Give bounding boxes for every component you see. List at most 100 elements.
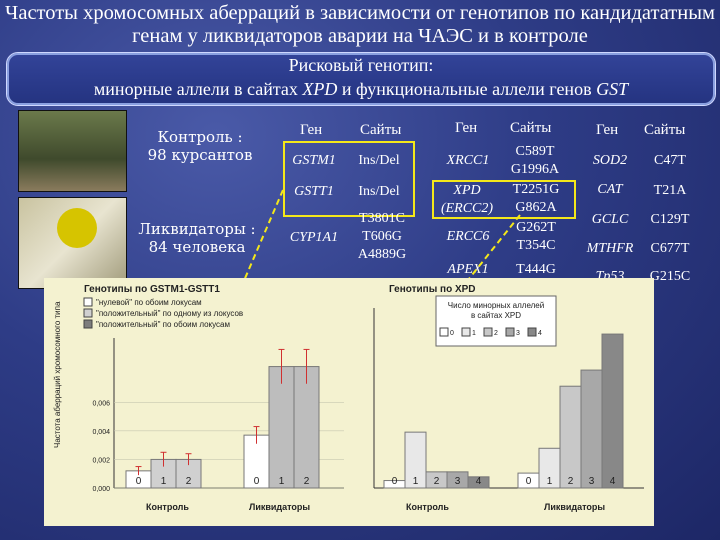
table1-gene: CYP1A1 <box>289 230 339 245</box>
legend-box <box>435 295 557 347</box>
table3-sites: C129T <box>650 212 690 227</box>
legend-label: "положительный" по обоим локусам <box>96 320 230 329</box>
y-tick-label: 0,000 <box>92 486 110 493</box>
chart1-ylabel: Частота аберраций хромосомного типа <box>53 301 62 448</box>
table1-gene: GSTT1 <box>294 184 334 199</box>
chart2-group-control: Контроль <box>406 502 449 512</box>
bar <box>293 366 320 489</box>
table2-sites-header: Сайты <box>510 120 552 136</box>
table3-gene: MTHFR <box>586 241 634 256</box>
gst-arrow <box>239 189 284 291</box>
liquidators-group-label: Ликвидаторы : 84 человека <box>138 220 256 256</box>
bar-category-label: 3 <box>589 476 595 487</box>
radiation-symbol-icon <box>57 208 97 248</box>
chart1-group-liquidators: Ликвидаторы <box>249 502 310 512</box>
liquidator-photo <box>18 197 127 289</box>
table1-sites: Ins/Del <box>358 184 400 199</box>
table3-gene-header: Ген <box>596 122 619 138</box>
y-tick-label: 0,006 <box>92 400 110 407</box>
legend-swatch <box>505 327 515 337</box>
legend-label: "нулевой" по обоим локусам <box>96 298 202 307</box>
legend-swatch <box>483 327 493 337</box>
bar <box>268 366 295 489</box>
bar <box>404 431 427 489</box>
control-group-label: Контроль : 98 курсантов <box>147 128 253 164</box>
chart2-group-liquidators: Ликвидаторы <box>544 502 605 512</box>
gst-highlight-box <box>283 141 415 217</box>
bar-category-label: 2 <box>568 476 574 487</box>
chart2-plot: 0 1 2 3 4 0 1 2 3 4 <box>373 308 644 489</box>
table3-sites: C677T <box>650 241 690 256</box>
table1-gene: GSTM1 <box>292 153 336 168</box>
risk-genotype-banner: Рисковый генотип: минорные аллели в сайт… <box>6 52 716 106</box>
legend-label: "положительный" по одному из локусов <box>96 309 243 318</box>
table2-sites: G262T T354C <box>516 220 556 253</box>
bar-category-label: 4 <box>610 476 616 487</box>
bar-category-label: 0 <box>254 476 260 487</box>
y-tick-label: 0,002 <box>92 457 110 464</box>
table1-sites-header: Сайты <box>360 122 402 138</box>
bar-category-label: 4 <box>476 476 482 487</box>
legend-title: в сайтах XPD <box>471 311 521 320</box>
legend-swatch <box>83 319 93 329</box>
table3-sites-header: Сайты <box>644 122 686 138</box>
table1-sites: Ins/Del <box>358 153 400 168</box>
legend-swatch <box>461 327 471 337</box>
bar-category-label: 2 <box>186 476 192 487</box>
legend-swatch <box>439 327 449 337</box>
bar <box>580 369 603 489</box>
legend-label: 0 <box>450 330 454 337</box>
bar <box>467 476 490 489</box>
chart2-title: Генотипы по XPD <box>389 284 476 295</box>
table2-gene: XRCC1 <box>446 153 490 168</box>
chart1-group-control: Контроль <box>146 502 189 512</box>
bar-category-label: 2 <box>304 476 310 487</box>
chart1-plot: 0,000 0,002 0,004 0,006 0 1 2 0 1 2 <box>92 338 344 493</box>
bar <box>559 385 582 489</box>
banner-line1: Рисковый генотип: <box>288 55 434 75</box>
legend-swatch <box>83 308 93 318</box>
banner-line2: минорные аллели в сайтах XPD и функциона… <box>93 79 629 99</box>
legend-title: Число минорных аллелей <box>448 301 544 310</box>
bar-category-label: 0 <box>136 476 142 487</box>
page-title: Частоты хромосомных аберраций в зависимо… <box>5 2 715 47</box>
charts-panel: Генотипы по GSTM1-GSTT1 Генотипы по XPD … <box>44 278 654 526</box>
bar-category-label: 0 <box>392 476 398 487</box>
legend-swatch <box>83 297 93 307</box>
table3-gene: SOD2 <box>592 153 628 168</box>
chart1-legend: "нулевой" по обоим локусам "положительный… <box>83 297 243 329</box>
table3-gene: CAT <box>597 182 623 197</box>
bar-category-label: 1 <box>279 476 285 487</box>
table1-gene-header: Ген <box>300 122 323 138</box>
table2-gene-header: Ген <box>455 120 478 136</box>
bar-category-label: 0 <box>526 476 532 487</box>
chart1-title: Генотипы по GSTM1-GSTT1 <box>84 284 220 295</box>
table1-sites: T3801C T606G A4889G <box>357 211 407 262</box>
table2-gene: XPD (ERCC2) <box>440 183 494 216</box>
bar-category-label: 2 <box>434 476 440 487</box>
table2-sites: T444G <box>516 262 556 277</box>
y-tick-label: 0,004 <box>92 429 110 436</box>
cadets-photo <box>18 110 127 192</box>
table3-sites: G215C <box>649 269 691 284</box>
bar-category-label: 1 <box>547 476 553 487</box>
legend-label: 2 <box>494 330 498 337</box>
bar-category-label: 3 <box>455 476 461 487</box>
legend-label: 1 <box>472 330 476 337</box>
table3-sites: T21A <box>653 183 687 198</box>
table3-sites: C47T <box>654 153 686 168</box>
legend-label: 4 <box>538 330 542 337</box>
table2-gene: ERCC6 <box>446 229 490 244</box>
table2-sites: C589T G1996A <box>510 144 560 177</box>
bar <box>601 333 624 489</box>
legend-label: 3 <box>516 330 520 337</box>
legend-swatch <box>527 327 537 337</box>
bar-category-label: 1 <box>161 476 167 487</box>
table3-gene: GCLC <box>591 212 629 227</box>
table2-sites: T2251G G862A <box>512 182 560 215</box>
xpd-arrow <box>459 214 521 291</box>
bar-category-label: 1 <box>413 476 419 487</box>
xpd-highlight-box <box>432 180 576 219</box>
